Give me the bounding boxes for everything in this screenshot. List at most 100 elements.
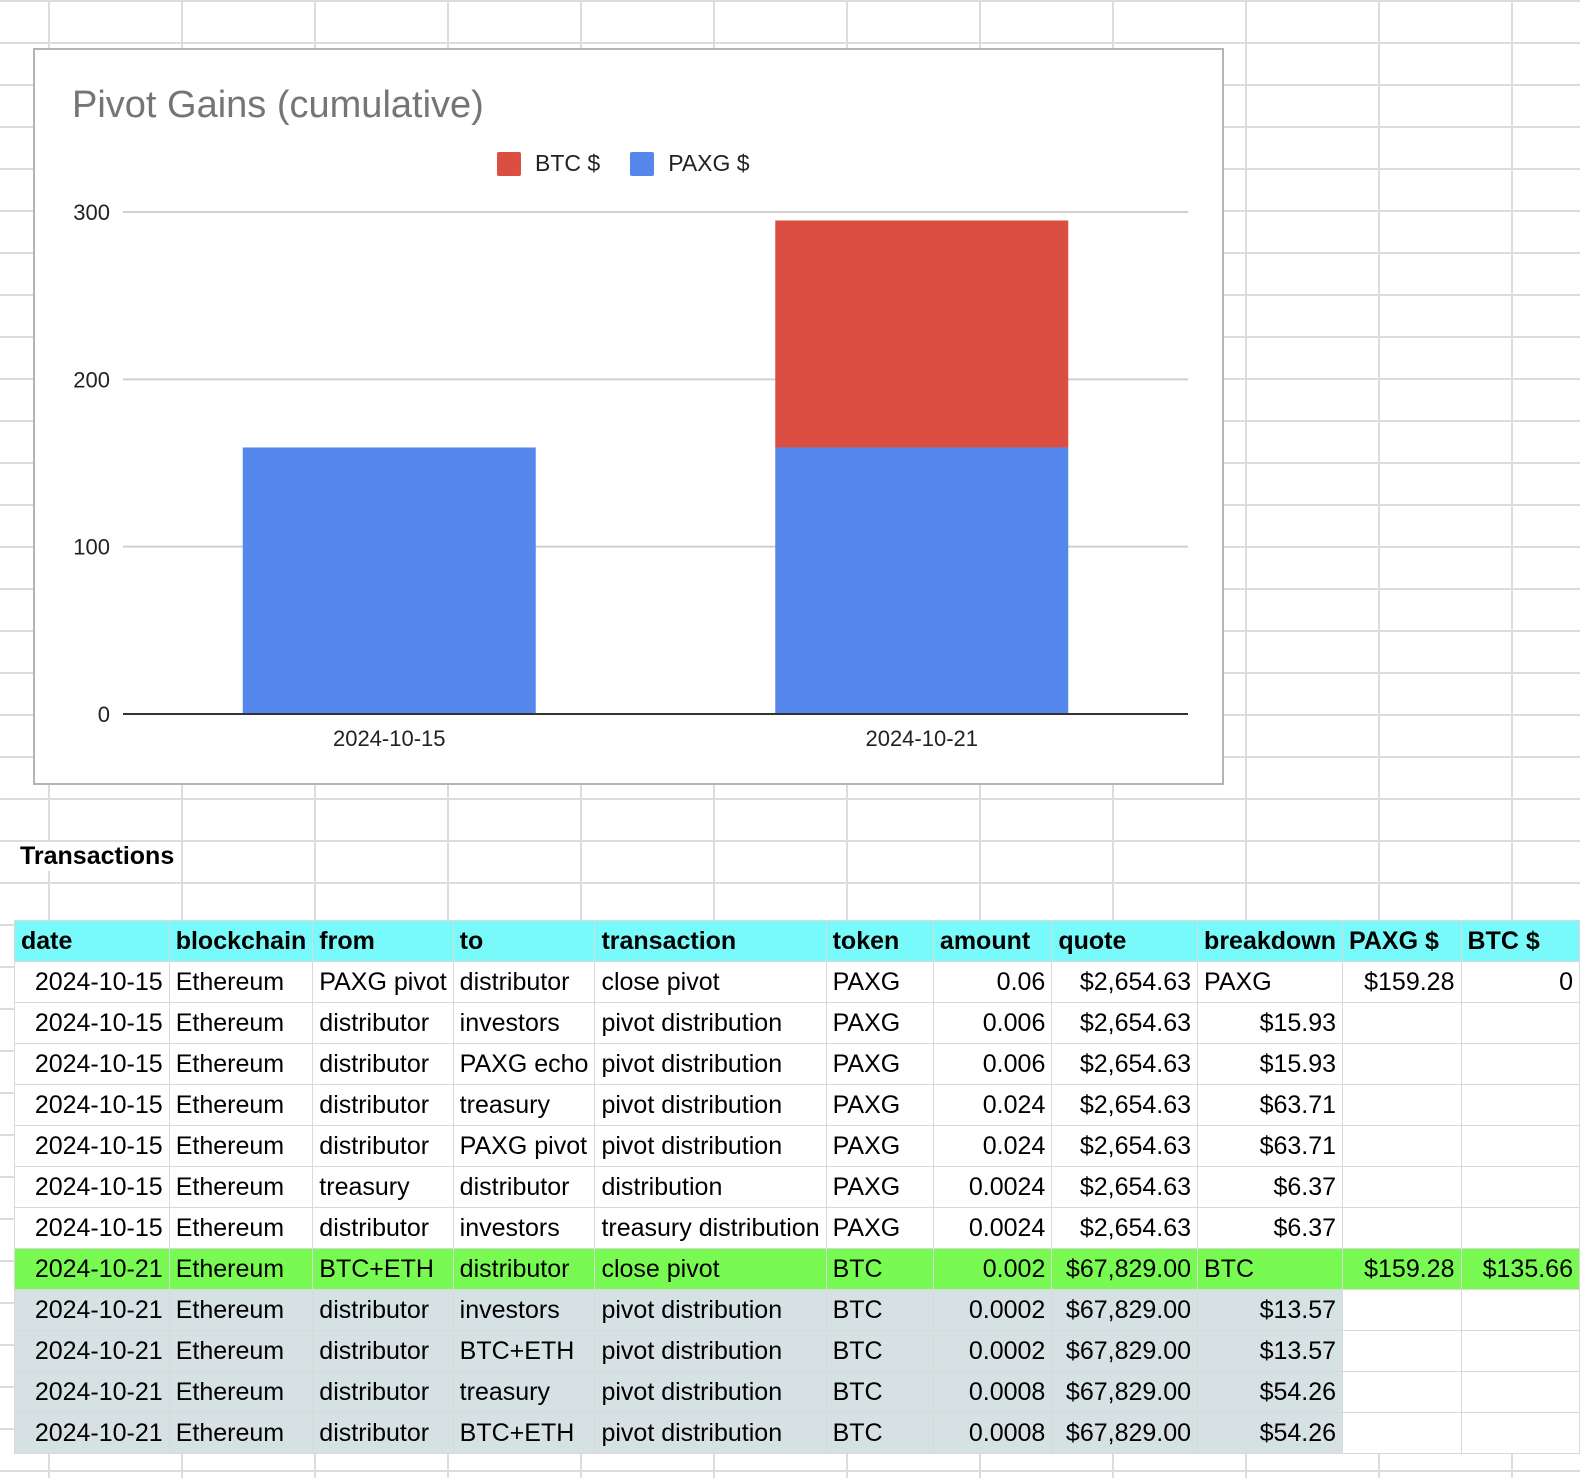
table-cell[interactable]: distributor — [312, 1371, 454, 1413]
table-cell[interactable]: investors — [452, 1002, 596, 1044]
table-cell[interactable]: PAXG — [825, 1125, 934, 1167]
table-cell[interactable]: pivot distribution — [594, 1002, 827, 1044]
table-cell[interactable]: BTC — [825, 1248, 934, 1290]
table-cell[interactable]: 2024-10-15 — [14, 1043, 170, 1085]
table-cell[interactable]: 0.06 — [932, 961, 1053, 1003]
table-cell[interactable] — [1460, 1412, 1580, 1454]
table-cell[interactable]: BTC+ETH — [312, 1248, 454, 1290]
table-cell[interactable] — [1342, 1043, 1462, 1085]
table-cell[interactable]: pivot distribution — [594, 1043, 827, 1085]
table-row[interactable]: 2024-10-15 Ethereum distributor treasury piv… — [14, 1084, 1580, 1126]
table-cell[interactable]: Ethereum — [168, 1125, 314, 1167]
table-cell[interactable]: 0.0024 — [932, 1207, 1053, 1249]
table-cell[interactable]: 0.002 — [932, 1248, 1053, 1290]
column-header[interactable]: transaction — [594, 920, 827, 962]
table-row[interactable]: 2024-10-15 Ethereum PAXG pivot distributor c… — [14, 961, 1580, 1003]
table-cell[interactable]: Ethereum — [168, 1330, 314, 1372]
table-cell[interactable]: distributor — [312, 1289, 454, 1331]
table-cell[interactable] — [1460, 1207, 1580, 1249]
table-cell[interactable]: Ethereum — [168, 1207, 314, 1249]
table-cell[interactable]: $54.26 — [1197, 1412, 1344, 1454]
table-cell[interactable]: distributor — [312, 1412, 454, 1454]
table-cell[interactable]: 2024-10-21 — [14, 1330, 170, 1372]
table-cell[interactable]: 0 — [1460, 961, 1580, 1003]
table-cell[interactable]: 0.024 — [932, 1084, 1053, 1126]
table-cell[interactable] — [1342, 1289, 1462, 1331]
table-cell[interactable]: $2,654.63 — [1051, 1084, 1199, 1126]
table-cell[interactable]: 0.0024 — [932, 1166, 1053, 1208]
column-header[interactable]: blockchain — [168, 920, 314, 962]
table-cell[interactable]: 2024-10-15 — [14, 1207, 170, 1249]
table-cell[interactable] — [1460, 1043, 1580, 1085]
table-cell[interactable]: PAXG pivot — [312, 961, 454, 1003]
column-header[interactable]: to — [452, 920, 596, 962]
table-cell[interactable]: pivot distribution — [594, 1412, 827, 1454]
table-row[interactable]: 2024-10-21 Ethereum distributor BTC+ETH pivo… — [14, 1330, 1580, 1372]
table-cell[interactable] — [1342, 1330, 1462, 1372]
table-cell[interactable]: BTC — [825, 1412, 934, 1454]
table-cell[interactable]: pivot distribution — [594, 1371, 827, 1413]
table-cell[interactable]: 2024-10-21 — [14, 1248, 170, 1290]
table-cell[interactable]: BTC+ETH — [452, 1412, 596, 1454]
table-cell[interactable]: $67,829.00 — [1051, 1289, 1199, 1331]
table-row[interactable]: 2024-10-21 Ethereum distributor investors pi… — [14, 1289, 1580, 1331]
table-cell[interactable]: $2,654.63 — [1051, 961, 1199, 1003]
table-cell[interactable]: Ethereum — [168, 1412, 314, 1454]
table-cell[interactable]: BTC — [825, 1330, 934, 1372]
table-cell[interactable]: Ethereum — [168, 961, 314, 1003]
table-row[interactable]: 2024-10-15 Ethereum distributor PAXG echo pi… — [14, 1043, 1580, 1085]
table-cell[interactable] — [1460, 1084, 1580, 1126]
table-cell[interactable]: pivot distribution — [594, 1330, 827, 1372]
table-cell[interactable]: pivot distribution — [594, 1125, 827, 1167]
table-cell[interactable]: Ethereum — [168, 1166, 314, 1208]
table-cell[interactable] — [1342, 1207, 1462, 1249]
table-cell[interactable]: distribution — [594, 1166, 827, 1208]
table-cell[interactable]: distributor — [452, 1248, 596, 1290]
table-cell[interactable]: $135.66 — [1460, 1248, 1580, 1290]
table-cell[interactable]: $6.37 — [1197, 1166, 1344, 1208]
table-cell[interactable]: treasury — [312, 1166, 454, 1208]
table-row[interactable]: 2024-10-15 Ethereum distributor PAXG pivot p… — [14, 1125, 1580, 1167]
table-cell[interactable]: 2024-10-15 — [14, 1166, 170, 1208]
table-cell[interactable]: $67,829.00 — [1051, 1248, 1199, 1290]
table-cell[interactable]: pivot distribution — [594, 1084, 827, 1126]
table-cell[interactable] — [1460, 1002, 1580, 1044]
table-cell[interactable]: 2024-10-21 — [14, 1289, 170, 1331]
table-cell[interactable]: Ethereum — [168, 1289, 314, 1331]
table-cell[interactable]: treasury — [452, 1084, 596, 1126]
table-cell[interactable]: close pivot — [594, 961, 827, 1003]
table-cell[interactable] — [1460, 1125, 1580, 1167]
table-cell[interactable]: 0.006 — [932, 1002, 1053, 1044]
table-cell[interactable]: $54.26 — [1197, 1371, 1344, 1413]
table-cell[interactable] — [1460, 1289, 1580, 1331]
table-cell[interactable]: 0.0008 — [932, 1371, 1053, 1413]
column-header[interactable]: breakdown — [1197, 920, 1344, 962]
table-cell[interactable]: PAXG — [1197, 961, 1344, 1003]
table-cell[interactable]: BTC — [825, 1289, 934, 1331]
table-cell[interactable]: $2,654.63 — [1051, 1125, 1199, 1167]
table-cell[interactable]: distributor — [312, 1125, 454, 1167]
table-cell[interactable]: 2024-10-15 — [14, 1125, 170, 1167]
table-cell[interactable]: Ethereum — [168, 1002, 314, 1044]
table-cell[interactable]: $2,654.63 — [1051, 1002, 1199, 1044]
table-cell[interactable]: $6.37 — [1197, 1207, 1344, 1249]
table-cell[interactable]: investors — [452, 1289, 596, 1331]
table-cell[interactable]: Ethereum — [168, 1084, 314, 1126]
table-cell[interactable]: 0.0008 — [932, 1412, 1053, 1454]
table-cell[interactable] — [1460, 1371, 1580, 1413]
table-cell[interactable]: $2,654.63 — [1051, 1207, 1199, 1249]
table-cell[interactable]: distributor — [452, 1166, 596, 1208]
table-cell[interactable]: distributor — [312, 1043, 454, 1085]
table-cell[interactable]: $159.28 — [1342, 1248, 1462, 1290]
table-cell[interactable]: distributor — [312, 1207, 454, 1249]
table-cell[interactable]: 2024-10-15 — [14, 1002, 170, 1044]
table-cell[interactable]: distributor — [312, 1084, 454, 1126]
table-cell[interactable]: BTC+ETH — [452, 1330, 596, 1372]
table-cell[interactable]: BTC — [825, 1371, 934, 1413]
table-cell[interactable] — [1342, 1166, 1462, 1208]
table-cell[interactable]: Ethereum — [168, 1248, 314, 1290]
table-cell[interactable]: $15.93 — [1197, 1002, 1344, 1044]
table-cell[interactable]: $159.28 — [1342, 961, 1462, 1003]
table-cell[interactable]: $13.57 — [1197, 1330, 1344, 1372]
table-cell[interactable]: 2024-10-15 — [14, 961, 170, 1003]
